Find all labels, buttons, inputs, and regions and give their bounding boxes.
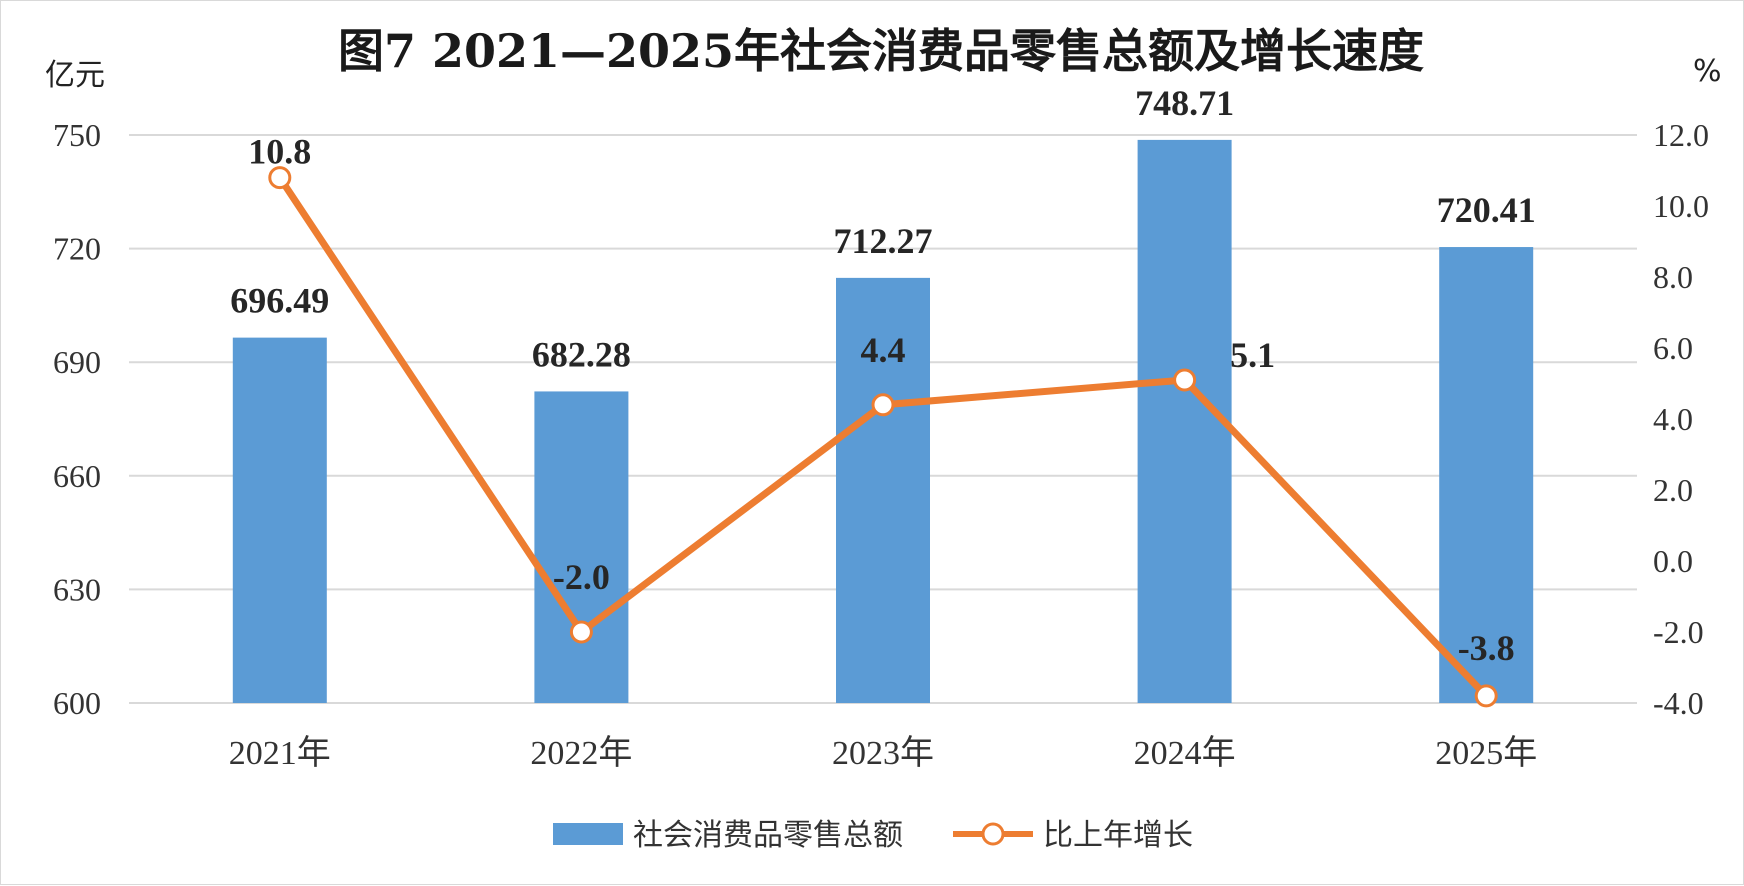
left-tick-label: 600	[53, 685, 101, 721]
bar-value-label: 682.28	[532, 334, 631, 374]
right-tick-label: 4.0	[1653, 401, 1693, 437]
line-point	[268, 166, 292, 190]
bar	[534, 391, 629, 703]
right-tick-label: 10.0	[1653, 188, 1709, 224]
bar-value-label: 720.41	[1437, 190, 1536, 230]
line-point	[871, 393, 895, 417]
line-value-label: 4.4	[861, 330, 906, 370]
left-tick-label: 660	[53, 458, 101, 494]
legend-line-label: 比上年增长	[1043, 818, 1193, 853]
right-tick-label: 0.0	[1653, 543, 1693, 579]
right-tick-label: -2.0	[1653, 614, 1704, 650]
right-axis-unit: %	[1693, 54, 1722, 89]
right-tick-label: 12.0	[1653, 117, 1709, 153]
bar	[232, 337, 327, 703]
x-tick-label: 2024年	[1134, 734, 1236, 772]
x-tick-label: 2021年	[229, 734, 331, 772]
line-value-label: 10.8	[248, 132, 311, 172]
chart-title: 图7 2021—2025年社会消费品零售总额及增长速度	[338, 24, 1424, 78]
legend-bar-label: 社会消费品零售总额	[633, 818, 903, 853]
right-axis-ticks: 12.0 10.0 8.0 6.0 4.0 2.0 0.0 -2.0 -4.0	[1653, 117, 1709, 721]
line-value-label: -3.8	[1458, 628, 1515, 668]
legend: 社会消费品零售总额 比上年增长	[553, 818, 1193, 853]
x-tick-label: 2025年	[1435, 734, 1537, 772]
left-tick-label: 750	[53, 117, 101, 153]
bar	[836, 277, 930, 703]
line-point	[1173, 368, 1197, 392]
line-series: 10.8 -2.0 4.4 5.1 -3.8	[248, 132, 1515, 708]
right-tick-label: -4.0	[1653, 685, 1704, 721]
left-axis-ticks: 750 720 690 660 630 600	[53, 117, 101, 721]
bar	[1137, 139, 1232, 704]
line-point	[1474, 684, 1498, 708]
left-tick-label: 690	[53, 344, 101, 380]
legend-bar-swatch	[553, 823, 623, 845]
bar-value-label: 712.27	[834, 221, 933, 261]
bar-value-label: 748.71	[1135, 83, 1234, 123]
x-axis-ticks: 2021年 2022年 2023年 2024年 2025年	[229, 734, 1537, 772]
right-tick-label: 8.0	[1653, 259, 1693, 295]
left-axis-unit: 亿元	[45, 58, 105, 93]
right-tick-label: 2.0	[1653, 472, 1693, 508]
bar	[1439, 247, 1534, 703]
left-tick-label: 630	[53, 571, 101, 607]
left-tick-label: 720	[53, 231, 101, 267]
line-point	[569, 620, 593, 644]
bar-series: 696.49 682.28 712.27 748.71 720.41	[230, 83, 1536, 704]
x-tick-label: 2023年	[832, 734, 934, 772]
right-tick-label: 6.0	[1653, 330, 1693, 366]
x-tick-label: 2022年	[530, 734, 632, 772]
line-value-label: 5.1	[1230, 335, 1275, 375]
bar-value-label: 696.49	[230, 281, 329, 321]
line-value-label: -2.0	[553, 557, 610, 597]
legend-line-marker	[981, 822, 1005, 846]
